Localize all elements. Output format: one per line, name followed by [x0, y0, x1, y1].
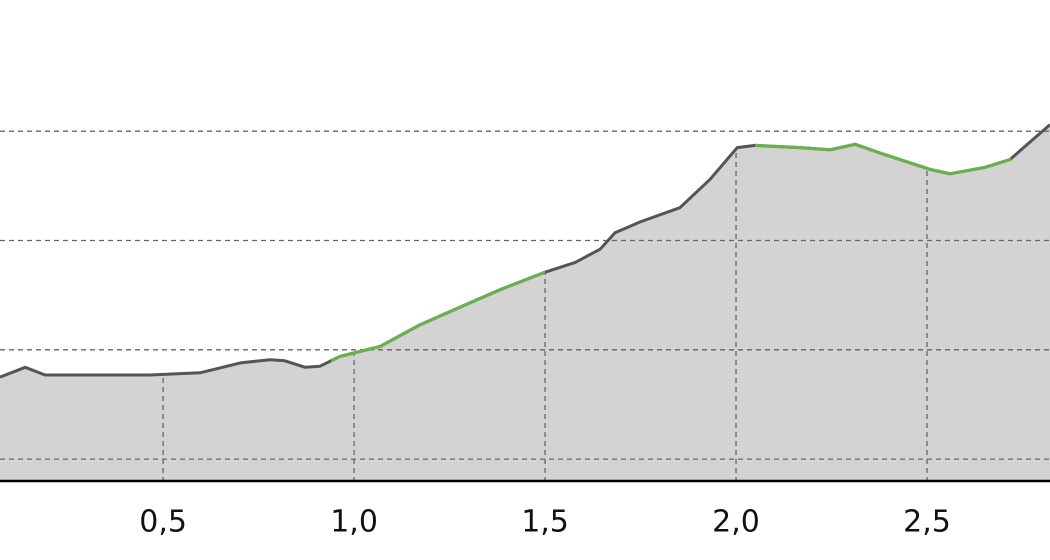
highlight-line — [755, 142, 1012, 176]
x-tick-label: 1,0 — [330, 505, 378, 540]
area — [0, 124, 1050, 481]
x-tick-label: 1,5 — [521, 505, 569, 540]
x-tick-label: 0,5 — [139, 505, 187, 540]
x-tick-label: 2,0 — [712, 505, 760, 540]
x-tick-label: 2,5 — [903, 505, 951, 540]
